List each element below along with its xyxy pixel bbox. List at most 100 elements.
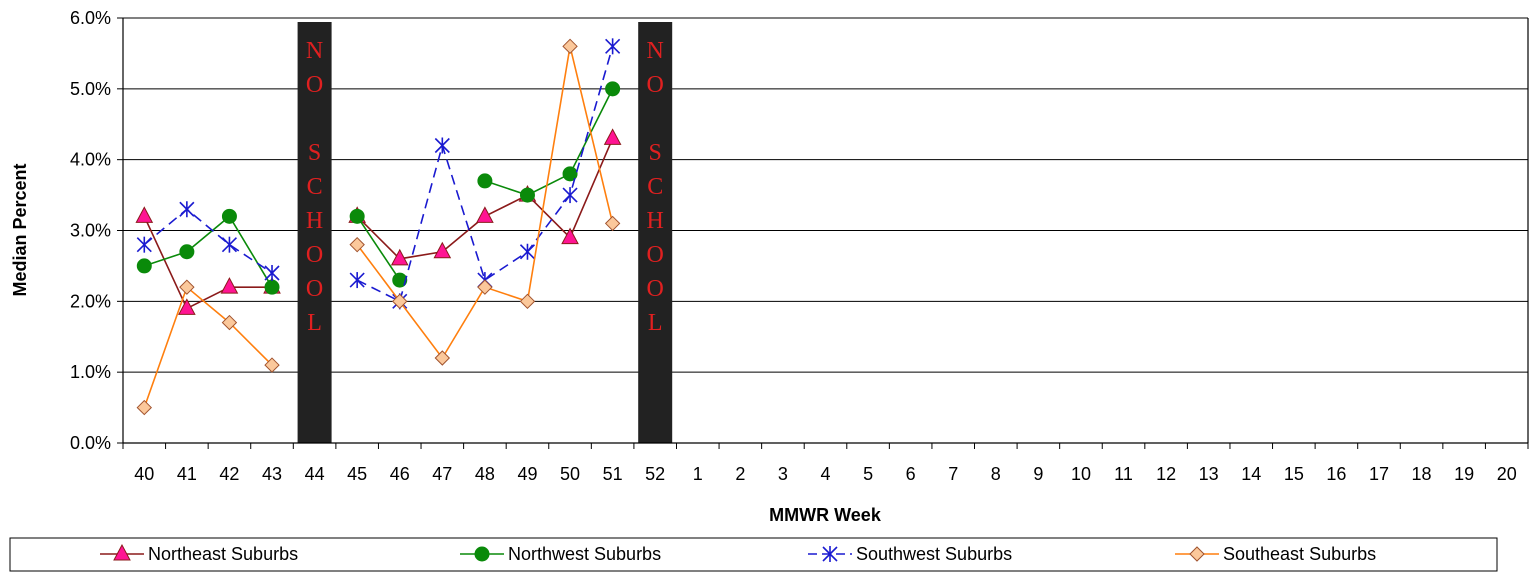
series-line <box>356 215 401 281</box>
data-point <box>264 265 280 281</box>
legend-label: Southeast Suburbs <box>1223 544 1376 564</box>
data-point <box>392 272 408 288</box>
x-tick-labels: 40 41 42 43 44 45 46 47 48 49 50 51 52 1 2 3 4 5 6 7 8 9 10 11 1… <box>134 464 1516 484</box>
series-line <box>143 285 273 408</box>
no-school-bar <box>297 22 332 443</box>
x-tick-label: 43 <box>262 464 282 484</box>
series-line <box>144 215 273 288</box>
data-point <box>477 279 493 295</box>
legend-item: Southeast Suburbs <box>1175 544 1376 564</box>
x-tick-label: 6 <box>906 464 916 484</box>
data-point <box>603 128 622 145</box>
x-tick-label: 51 <box>603 464 623 484</box>
data-point <box>135 206 154 223</box>
data-point <box>178 298 196 315</box>
x-tick-label: 46 <box>390 464 410 484</box>
y-tick-label: 6.0% <box>70 8 111 28</box>
data-point <box>822 546 838 562</box>
x-tick-label: 12 <box>1156 464 1176 484</box>
y-tick-label: 3.0% <box>70 221 111 241</box>
x-tick-label: 9 <box>1033 464 1043 484</box>
x-tick-label: 16 <box>1326 464 1346 484</box>
x-tick-label: 7 <box>948 464 958 484</box>
x-tick-label: 8 <box>991 464 1001 484</box>
series-northeast-suburbs <box>135 128 622 315</box>
data-point <box>220 277 239 294</box>
x-tick-label: 1 <box>693 464 703 484</box>
data-point <box>561 227 579 245</box>
data-point <box>179 244 195 260</box>
data-point <box>221 236 238 253</box>
x-tick-label: 41 <box>177 464 197 484</box>
plot-series <box>135 38 622 416</box>
y-tick-label: 5.0% <box>70 79 111 99</box>
data-point <box>113 543 131 561</box>
data-point <box>562 38 578 55</box>
x-tick-label: 19 <box>1454 464 1474 484</box>
data-point <box>264 357 280 373</box>
x-tick-label: 4 <box>820 464 830 484</box>
data-point <box>562 187 578 204</box>
data-point <box>349 272 365 289</box>
data-point <box>349 236 365 253</box>
no-school-bar <box>638 22 673 443</box>
x-tick-label: 15 <box>1284 464 1304 484</box>
x-tick-label: 2 <box>735 464 745 484</box>
data-point <box>221 208 237 224</box>
x-tick-label: 47 <box>432 464 452 484</box>
legend-label: Northeast Suburbs <box>148 544 298 564</box>
data-point <box>434 137 450 154</box>
series-southeast-suburbs <box>136 38 621 416</box>
x-tick-label: 10 <box>1071 464 1091 484</box>
data-point <box>221 314 238 331</box>
data-point <box>1189 546 1205 562</box>
series-line <box>484 88 614 196</box>
x-tick-label: 40 <box>134 464 154 484</box>
y-axis-title: Median Percent <box>10 163 30 296</box>
series-line <box>356 46 614 360</box>
legend: Northeast Suburbs Northwest Suburbs Southw… <box>9 537 1498 572</box>
y-tick-labels: 0.0% 1.0% 2.0% 3.0% 4.0% 5.0% 6.0% <box>70 8 111 453</box>
data-point <box>264 279 280 295</box>
no-school-bars: N O S C H O O L N O S C H O O L <box>297 22 673 443</box>
x-tick-label: 3 <box>778 464 788 484</box>
y-tick-label: 2.0% <box>70 291 111 311</box>
series-line <box>143 208 273 274</box>
data-point <box>477 173 493 189</box>
x-tick-label: 20 <box>1497 464 1517 484</box>
x-tick-label: 13 <box>1199 464 1219 484</box>
series-southwest-suburbs <box>136 38 621 310</box>
x-tick-label: 49 <box>517 464 537 484</box>
data-point <box>519 243 536 260</box>
data-point <box>349 208 365 224</box>
data-point <box>605 38 621 55</box>
axes <box>117 17 1529 449</box>
data-point <box>136 399 152 416</box>
grid-lines <box>123 17 1528 373</box>
x-tick-label: 44 <box>305 464 325 484</box>
data-point <box>392 293 408 310</box>
series-northwest-suburbs <box>136 81 621 295</box>
legend-item: Northwest Suburbs <box>460 544 661 564</box>
data-point <box>476 206 494 223</box>
x-tick-label: 52 <box>645 464 665 484</box>
data-point <box>474 546 490 562</box>
data-point <box>179 201 195 218</box>
x-tick-label: 50 <box>560 464 580 484</box>
y-tick-label: 1.0% <box>70 362 111 382</box>
data-point <box>136 258 152 274</box>
legend-label: Northwest Suburbs <box>508 544 661 564</box>
y-tick-label: 0.0% <box>70 433 111 453</box>
x-tick-label: 18 <box>1412 464 1432 484</box>
x-tick-label: 45 <box>347 464 367 484</box>
data-point <box>519 293 536 310</box>
data-point <box>433 241 452 259</box>
data-point <box>562 166 578 182</box>
legend-box <box>9 537 1498 572</box>
data-point <box>605 81 621 97</box>
data-point <box>519 187 535 203</box>
data-point <box>136 236 152 253</box>
